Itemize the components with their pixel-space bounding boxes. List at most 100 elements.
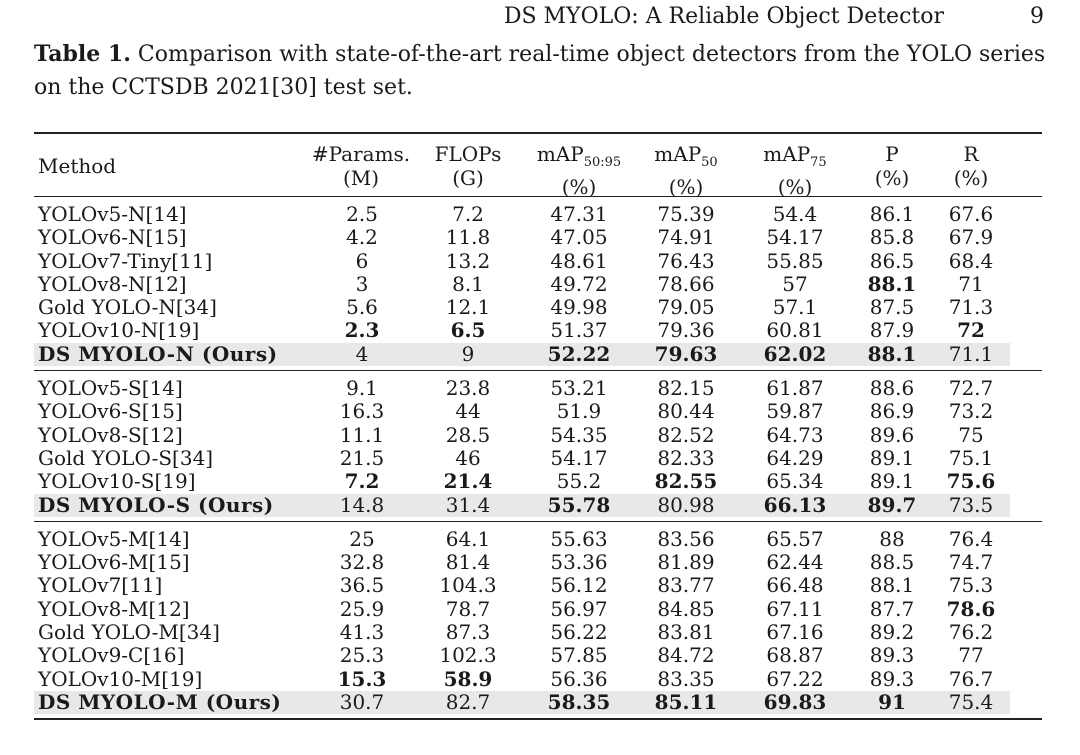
- cell-map50: 83.56: [657, 526, 715, 551]
- cell-r: 67.6: [948, 202, 994, 226]
- header-map75-name: mAP: [763, 142, 811, 166]
- header-p-unit: (%): [874, 166, 910, 190]
- cell-map75: 54.17: [766, 225, 824, 250]
- table-row: YOLOv9-C[16] 25.3 102.3 57.85 84.72 68.87 89.3…: [34, 644, 1042, 667]
- cell-map50: 82.52: [657, 422, 715, 447]
- table-row: YOLOv5-M[14] 25 64.1 55.63 83.56 65.57 88 76.4: [34, 526, 1042, 551]
- cell-p: 87.5: [869, 295, 915, 320]
- header-method: Method: [38, 154, 117, 178]
- cell-map75: 68.87: [766, 643, 824, 668]
- table-row: YOLOv7[11] 36.5 104.3 56.12 83.77 66.48 88.1 75…: [34, 574, 1042, 597]
- cell-r: 78.6: [946, 596, 996, 621]
- cell-params: 14.8: [339, 492, 385, 517]
- cell-map50: 85.11: [654, 689, 718, 714]
- cell-map50: 83.77: [657, 573, 715, 598]
- cell-r: 71: [958, 271, 984, 296]
- cell-map5095: 48.61: [550, 248, 608, 273]
- table-row: YOLOv6-S[15] 16.3 44 51.9 80.44 59.87 86.9 73.2: [34, 400, 1042, 423]
- cell-map5095: 55.2: [556, 469, 602, 494]
- cell-map75: 57: [782, 271, 808, 296]
- row-method: YOLOv5-S[14]: [38, 376, 183, 401]
- header-map50-sub: 50: [701, 155, 718, 170]
- cell-flops: 64.1: [445, 526, 491, 551]
- cell-params: 6: [355, 248, 369, 273]
- header-map75-sub: 75: [810, 155, 827, 170]
- cell-map75: 64.73: [766, 422, 824, 447]
- running-title: DS MYOLO: A Reliable Object Detector: [503, 4, 944, 29]
- cell-flops: 44: [455, 399, 481, 424]
- cell-r: 73.5: [948, 492, 994, 517]
- row-method: YOLOv9-C[16]: [38, 643, 185, 668]
- header-p-name: P: [885, 142, 899, 166]
- results-table: Method #Params. (M) FLOPs (G) mAP50:95 (…: [34, 132, 1042, 721]
- header-flops-unit: (G): [452, 166, 484, 190]
- cell-p: 88.5: [869, 550, 915, 575]
- page-number: 9: [1030, 4, 1044, 29]
- cell-map5095: 53.36: [550, 550, 608, 575]
- cell-map5095: 47.05: [550, 225, 608, 250]
- cell-params: 5.6: [346, 295, 378, 320]
- cell-params: 15.3: [337, 666, 387, 691]
- cell-p: 88.1: [867, 271, 917, 296]
- cell-flops: 104.3: [439, 573, 497, 598]
- cell-flops: 102.3: [439, 643, 497, 668]
- cell-p: 88.1: [867, 341, 917, 366]
- cell-map5095: 49.98: [550, 295, 608, 320]
- group-rule: [34, 520, 1042, 522]
- cell-flops: 23.8: [445, 376, 491, 401]
- row-method: YOLOv10-M[19]: [38, 666, 203, 691]
- table-row: YOLOv5-N[14] 2.5 7.2 47.31 75.39 54.4 86.1 67.6: [34, 203, 1042, 226]
- cell-r: 75.3: [948, 573, 994, 598]
- row-method: YOLOv8-N[12]: [38, 271, 187, 296]
- row-method: YOLOv6-S[15]: [38, 399, 183, 424]
- cell-flops: 82.7: [445, 689, 491, 714]
- cell-flops: 78.7: [445, 596, 491, 621]
- cell-p: 86.1: [869, 202, 915, 226]
- table-group: YOLOv5-N[14] 2.5 7.2 47.31 75.39 54.4 86.1 67.6…: [34, 197, 1042, 370]
- cell-r: 75.1: [948, 445, 994, 470]
- row-method: YOLOv10-N[19]: [38, 318, 200, 343]
- cell-map75: 57.1: [772, 295, 818, 320]
- cell-params: 21.5: [339, 445, 385, 470]
- table-body: YOLOv5-N[14] 2.5 7.2 47.31 75.39 54.4 86.1 67.6…: [34, 197, 1042, 718]
- table-header: Method #Params. (M) FLOPs (G) mAP50:95 (…: [34, 134, 1042, 199]
- cell-map75: 67.11: [766, 596, 824, 621]
- row-method: DS MYOLO-S (Ours): [38, 492, 274, 517]
- table-row: YOLOv10-S[19] 7.2 21.4 55.2 82.55 65.34 89.1 75…: [34, 470, 1042, 493]
- cell-r: 74.7: [948, 550, 994, 575]
- header-flops: FLOPs (G): [418, 142, 518, 190]
- cell-params: 2.5: [346, 202, 378, 226]
- cell-map75: 65.34: [766, 469, 824, 494]
- cell-flops: 28.5: [445, 422, 491, 447]
- cell-flops: 7.2: [452, 202, 484, 226]
- cell-map5095: 51.37: [550, 318, 608, 343]
- cell-params: 16.3: [339, 399, 385, 424]
- cell-params: 36.5: [339, 573, 385, 598]
- cell-map75: 65.57: [766, 526, 824, 551]
- cell-flops: 58.9: [443, 666, 493, 691]
- cell-map75: 55.85: [766, 248, 824, 273]
- cell-flops: 87.3: [445, 620, 491, 645]
- cell-params: 25.3: [339, 643, 385, 668]
- row-method: YOLOv6-N[15]: [38, 225, 187, 250]
- cell-map50: 74.91: [657, 225, 715, 250]
- cell-map50: 75.39: [657, 202, 715, 226]
- cell-map75: 66.13: [763, 492, 827, 517]
- cell-map50: 79.05: [657, 295, 715, 320]
- cell-map5095: 56.22: [550, 620, 608, 645]
- cell-p: 86.9: [869, 399, 915, 424]
- cell-params: 32.8: [339, 550, 385, 575]
- top-rule: [34, 132, 1042, 134]
- row-method: YOLOv8-M[12]: [38, 596, 190, 621]
- cell-flops: 81.4: [445, 550, 491, 575]
- cell-params: 2.3: [344, 318, 380, 343]
- row-method: Gold YOLO-N[34]: [38, 295, 217, 320]
- cell-params: 4.2: [346, 225, 378, 250]
- cell-params: 4: [355, 341, 369, 366]
- cell-map50: 78.66: [657, 271, 715, 296]
- cell-map5095: 52.22: [547, 341, 611, 366]
- cell-map50: 82.55: [654, 469, 718, 494]
- header-map5095-unit: (%): [561, 175, 597, 199]
- table-row: YOLOv10-M[19] 15.3 58.9 56.36 83.35 67.22 89.3…: [34, 666, 1042, 691]
- cell-p: 88: [879, 526, 905, 551]
